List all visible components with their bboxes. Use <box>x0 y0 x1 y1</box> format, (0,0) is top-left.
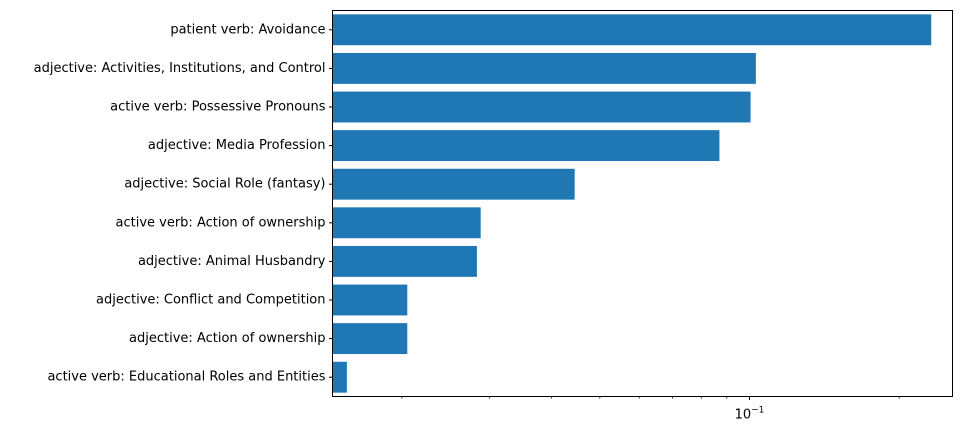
y-tick-labels: patient verb: Avoidance adjective: Activi… <box>34 22 333 385</box>
bar <box>332 245 477 277</box>
x-tick-label-base: 10 <box>735 408 752 423</box>
bar <box>332 284 408 316</box>
y-tick-label: adjective: Animal Husbandry <box>138 254 326 269</box>
bars-layer <box>332 14 932 393</box>
x-ticks: 10−1 <box>401 396 900 423</box>
y-tick-label: active verb: Educational Roles and Entit… <box>47 370 325 385</box>
bar <box>332 207 481 239</box>
bar <box>332 91 751 123</box>
plot-frame <box>332 10 953 397</box>
bar <box>332 14 932 46</box>
bar <box>332 323 408 355</box>
bar <box>332 361 347 393</box>
y-tick-label: adjective: Conflict and Competition <box>96 293 325 308</box>
y-tick-label: adjective: Media Profession <box>148 138 326 153</box>
x-tick-label: 10−1 <box>735 406 765 423</box>
x-tick-label-exponent: −1 <box>751 406 764 416</box>
y-tick-label: adjective: Activities, Institutions, and… <box>34 61 326 76</box>
y-tick-label: adjective: Social Role (fantasy) <box>124 177 325 192</box>
bar <box>332 168 575 200</box>
y-tick-label: patient verb: Avoidance <box>170 22 325 37</box>
y-tick-label: adjective: Action of ownership <box>129 331 325 346</box>
bar <box>332 130 720 162</box>
y-tick-label: active verb: Possessive Pronouns <box>110 100 326 115</box>
bar <box>332 52 756 84</box>
y-tick-label: active verb: Action of ownership <box>116 215 326 230</box>
